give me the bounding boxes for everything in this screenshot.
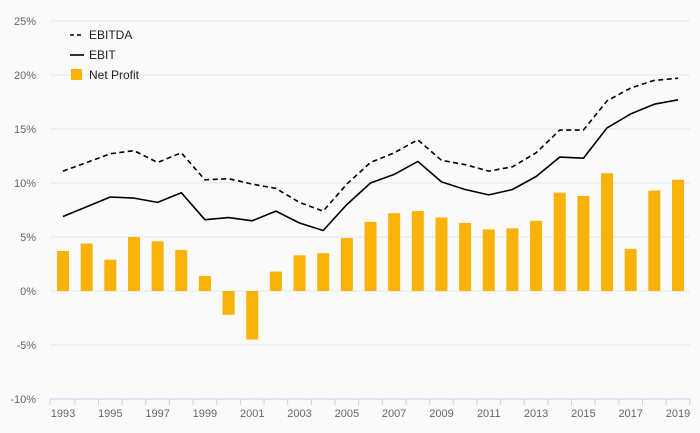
x-tick-label: 2013 [524, 408, 548, 420]
x-tick-label: 2015 [571, 408, 595, 420]
net-profit-bar-2008 [411, 211, 424, 291]
x-tick-label: 2001 [240, 408, 264, 420]
line-series [62, 77, 679, 232]
net-profit-bars [57, 173, 684, 340]
net-profit-bar-1999 [198, 275, 211, 291]
x-tick-label: 1997 [145, 408, 169, 420]
net-profit-bar-2000 [222, 291, 235, 315]
net-profit-bar-2016 [601, 173, 614, 291]
net-profit-bar-1997 [151, 241, 164, 291]
y-axis-tick-labels: 25% 20% 15% 10% 5% 0% -5% -10% [10, 16, 36, 406]
net-profit-bar-2003 [293, 255, 306, 291]
net-profit-bar-2014 [553, 192, 566, 291]
x-tick-label: 2017 [618, 408, 642, 420]
y-tick-label: 10% [14, 178, 36, 190]
net-profit-bar-2002 [269, 271, 282, 291]
net-profit-bar-2017 [624, 248, 637, 291]
x-tick-label: 2019 [666, 408, 690, 420]
net-profit-bar-2001 [246, 291, 259, 340]
x-tick-label: 2003 [287, 408, 311, 420]
legend-swatch-net-profit [71, 69, 82, 80]
net-profit-bar-2013 [530, 220, 543, 291]
net-profit-bar-2006 [364, 221, 377, 291]
x-tick-label: 1999 [193, 408, 217, 420]
net-profit-bar-2011 [482, 229, 495, 291]
x-tick-label: 2011 [477, 408, 501, 420]
ebit-line [62, 99, 679, 232]
x-axis-tick-labels: 1993 1995 1997 1999 2001 2003 2005 2007 2009 2011… [51, 408, 690, 420]
net-profit-bar-1996 [127, 237, 140, 291]
net-profit-bar-2009 [435, 217, 448, 291]
axes [49, 398, 691, 405]
net-profit-bar-2019 [672, 179, 684, 291]
y-tick-label: 25% [14, 16, 36, 28]
y-tick-label: -10% [10, 394, 36, 406]
legend: EBITDA EBIT Net Profit [70, 28, 140, 82]
x-tick-label: 2007 [382, 408, 406, 420]
x-tick-label: 2009 [429, 408, 453, 420]
net-profit-bar-1995 [104, 259, 117, 291]
x-tick-label: 1995 [98, 408, 122, 420]
net-profit-bar-1994 [80, 243, 93, 291]
x-tick-label: 1993 [51, 408, 75, 420]
net-profit-bar-1998 [175, 249, 188, 291]
net-profit-bar-2010 [459, 222, 472, 291]
net-profit-bar-2015 [577, 195, 590, 291]
net-profit-bar-2018 [648, 190, 661, 291]
net-profit-bar-1993 [57, 251, 69, 291]
net-profit-bar-2007 [388, 213, 401, 291]
net-profit-bar-2005 [340, 238, 353, 291]
net-profit-bar-2012 [506, 228, 519, 291]
legend-label-ebit: EBIT [89, 48, 116, 62]
y-tick-label: 0% [20, 286, 36, 298]
net-profit-bar-2004 [317, 253, 330, 291]
legend-label-net-profit: Net Profit [89, 68, 140, 82]
y-tick-label: -5% [16, 340, 36, 352]
y-tick-label: 5% [20, 232, 36, 244]
y-tick-label: 15% [14, 124, 36, 136]
y-tick-label: 20% [14, 70, 36, 82]
legend-label-ebitda: EBITDA [89, 28, 132, 42]
x-tick-label: 2005 [335, 408, 359, 420]
ebitda-line [62, 77, 679, 212]
